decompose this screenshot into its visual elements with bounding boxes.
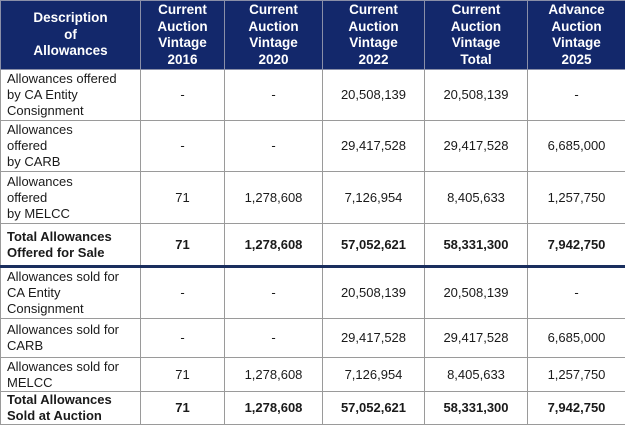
cell-description: Allowances sold for CA Entity Consignmen…	[0, 266, 141, 319]
cell-vintage-total: 58,331,300	[424, 391, 528, 425]
header-advance-2025: Advance Auction Vintage 2025	[527, 0, 625, 70]
cell-vintage-total: 20,508,139	[424, 69, 528, 121]
cell-vintage-2020: -	[224, 318, 323, 358]
cell-vintage-total: 29,417,528	[424, 120, 528, 172]
cell-description: Allowances offered by CARB	[0, 120, 141, 172]
header-vintage-2020: Current Auction Vintage 2020	[224, 0, 323, 70]
cell-vintage-2016: -	[140, 318, 225, 358]
cell-vintage-2016: 71	[140, 171, 225, 224]
cell-vintage-2020: -	[224, 266, 323, 319]
table-row: Allowances sold for CARB - -29,417,528 29,4…	[0, 318, 625, 358]
cell-vintage-2016: -	[140, 69, 225, 121]
cell-vintage-2022: 29,417,528	[322, 318, 425, 358]
cell-vintage-2016: 71	[140, 357, 225, 392]
header-vintage-2016: Current Auction Vintage 2016	[140, 0, 225, 70]
header-vintage-2022: Current Auction Vintage 2022	[322, 0, 425, 70]
cell-vintage-total: 29,417,528	[424, 318, 528, 358]
cell-vintage-2016: 71	[140, 223, 225, 268]
cell-vintage-2020: 1,278,608	[224, 357, 323, 392]
cell-vintage-2020: -	[224, 120, 323, 172]
cell-description: Allowances offered by CA Entity Consignm…	[0, 69, 141, 121]
cell-vintage-2022: 57,052,621	[322, 391, 425, 425]
cell-vintage-2022: 7,126,954	[322, 171, 425, 224]
cell-advance-2025: 1,257,750	[527, 357, 625, 392]
cell-advance-2025: -	[527, 69, 625, 121]
header-vintage-total: Current Auction Vintage Total	[424, 0, 528, 70]
cell-description: Allowances offered by MELCC	[0, 171, 141, 224]
table-row: Allowances offered by CARB - -29,417,528 29…	[0, 120, 625, 172]
cell-vintage-2020: 1,278,608	[224, 223, 323, 268]
cell-advance-2025: 7,942,750	[527, 391, 625, 425]
cell-vintage-2016: 71	[140, 391, 225, 425]
cell-advance-2025: 7,942,750	[527, 223, 625, 268]
cell-vintage-2022: 20,508,139	[322, 69, 425, 121]
cell-description: Allowances sold for CARB	[0, 318, 141, 358]
cell-vintage-total: 8,405,633	[424, 357, 528, 392]
cell-vintage-2016: -	[140, 120, 225, 172]
table-row: Allowances offered by CA Entity Consignm…	[0, 69, 625, 121]
cell-vintage-2022: 29,417,528	[322, 120, 425, 172]
cell-vintage-2016: -	[140, 266, 225, 319]
table-row: Allowances sold for CA Entity Consignmen…	[0, 266, 625, 319]
header-row: Description of Allowances Current Auctio…	[0, 0, 625, 70]
cell-vintage-total: 8,405,633	[424, 171, 528, 224]
total-row: Total Allowances Offered for Sale 71 1,278…	[0, 223, 625, 268]
cell-vintage-2022: 7,126,954	[322, 357, 425, 392]
cell-description: Total Allowances Sold at Auction	[0, 391, 141, 425]
cell-advance-2025: 6,685,000	[527, 120, 625, 172]
cell-description: Allowances sold for MELCC	[0, 357, 141, 392]
cell-vintage-2020: 1,278,608	[224, 171, 323, 224]
cell-vintage-2022: 20,508,139	[322, 266, 425, 319]
table-row: Allowances sold for MELCC 71 1,278,608 7,12…	[0, 357, 625, 392]
table-row: Allowances offered by MELCC 71 1,278,608 7,…	[0, 171, 625, 224]
cell-vintage-total: 58,331,300	[424, 223, 528, 268]
cell-vintage-2020: -	[224, 69, 323, 121]
cell-advance-2025: -	[527, 266, 625, 319]
cell-advance-2025: 6,685,000	[527, 318, 625, 358]
cell-vintage-2022: 57,052,621	[322, 223, 425, 268]
total-row: Total Allowances Sold at Auction 71 1,278,…	[0, 391, 625, 425]
cell-vintage-2020: 1,278,608	[224, 391, 323, 425]
cell-advance-2025: 1,257,750	[527, 171, 625, 224]
cell-vintage-total: 20,508,139	[424, 266, 528, 319]
header-description: Description of Allowances	[0, 0, 141, 70]
cell-description: Total Allowances Offered for Sale	[0, 223, 141, 268]
